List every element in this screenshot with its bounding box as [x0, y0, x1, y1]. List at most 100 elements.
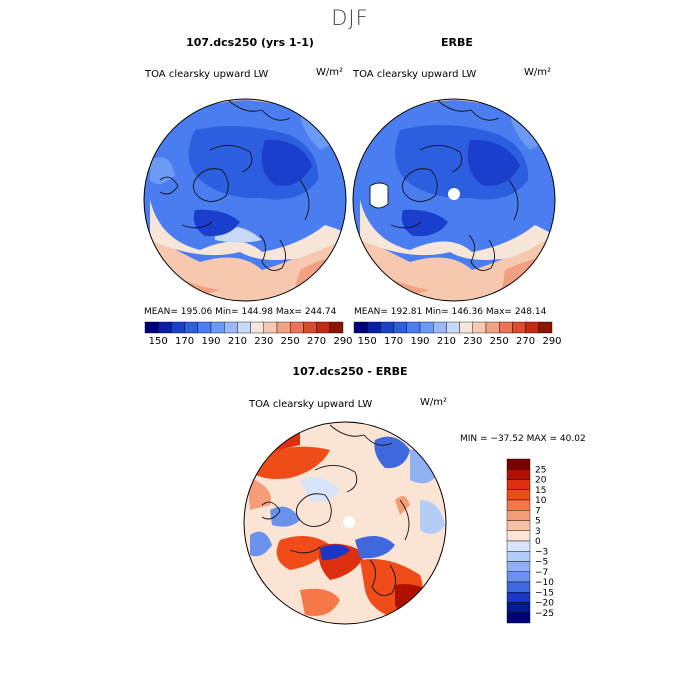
diff-colorbar-tick-label: −3 — [535, 547, 548, 557]
model-stats: MEAN= 195.06 Min= 144.98 Max= 244.74 — [144, 307, 337, 317]
diff-colorbar-swatch — [506, 551, 531, 562]
model-colorbar-swatch — [237, 321, 251, 334]
diff-colorbar-tick-label: 5 — [535, 517, 541, 527]
obs-colorbar-swatch — [433, 321, 447, 334]
diff-colorbar-swatch — [506, 479, 531, 490]
model-colorbar-swatch — [276, 321, 291, 334]
diff-colorbar-tick-label: 10 — [535, 496, 547, 506]
diff-colorbar-swatch — [506, 510, 531, 521]
model-units-label: W/m² — [316, 67, 344, 78]
obs-colorbar-swatch — [459, 321, 474, 334]
model-colorbar-tick-label: 190 — [201, 336, 220, 347]
model-colorbar-swatch — [157, 321, 172, 334]
diff-colorbar-swatch — [506, 530, 531, 542]
diff-colorbar-swatch — [506, 469, 531, 480]
obs-field-label: TOA clearsky upward LW — [353, 69, 477, 80]
diff-colorbar-tick-label: 3 — [535, 527, 541, 537]
diff-colorbar-tick-label: 0 — [535, 537, 541, 547]
obs-units-label: W/m² — [524, 67, 552, 78]
model-panel-title: 107.dcs250 (yrs 1-1) — [186, 36, 314, 49]
model-colorbar-tick-label: 250 — [281, 336, 300, 347]
obs-colorbar-tick-label: 210 — [437, 336, 456, 347]
model-colorbar-swatch — [144, 321, 159, 334]
model-colorbar-swatch — [210, 321, 225, 334]
diff-colorbar-swatch — [506, 458, 531, 470]
diff-colorbar-tick-label: 25 — [535, 465, 546, 475]
obs-polar-map — [353, 99, 555, 301]
obs-colorbar-swatch — [485, 321, 500, 334]
diff-colorbar-tick-label: 20 — [535, 476, 547, 486]
model-colorbar-swatch — [263, 321, 278, 334]
obs-colorbar-tick-label: 250 — [490, 336, 509, 347]
diff-field-label: TOA clearsky upward LW — [249, 399, 373, 410]
diff-panel-title: 107.dcs250 - ERBE — [292, 365, 408, 378]
obs-colorbar-tick-label: 230 — [463, 336, 482, 347]
model-polar-map — [144, 99, 346, 301]
diff-colorbar-tick-label: 15 — [535, 486, 546, 496]
diff-map-border — [243, 421, 447, 625]
model-colorbar-tick-label: 290 — [333, 336, 352, 347]
obs-panel-title: ERBE — [441, 36, 473, 49]
diff-colorbar-swatch — [506, 571, 531, 583]
obs-colorbar-tick-label: 170 — [384, 336, 403, 347]
obs-colorbar-swatch — [538, 321, 553, 334]
diff-colorbar-swatch — [506, 499, 531, 511]
diff-colorbar-tick-label: −10 — [535, 578, 554, 588]
diff-colorbar-swatch — [506, 581, 531, 593]
obs-colorbar-swatch — [472, 321, 487, 334]
model-colorbar-swatch — [223, 321, 238, 334]
obs-colorbar-tick-label: 290 — [542, 336, 561, 347]
obs-colorbar-swatch — [393, 321, 408, 334]
model-colorbar-tick-label: 230 — [254, 336, 273, 347]
obs-colorbar-swatch — [406, 321, 421, 334]
model-colorbar-swatch — [303, 321, 317, 334]
model-colorbar-tick-label: 210 — [228, 336, 247, 347]
diff-colorbar-tick-label: −25 — [535, 609, 554, 619]
diff-colorbar-swatch — [506, 612, 531, 624]
model-colorbar: 150 170 190 210 230 250 270 290 — [144, 321, 353, 347]
obs-colorbar-swatch — [380, 321, 394, 334]
model-colorbar-swatch — [197, 321, 212, 334]
model-colorbar-tick-label: 270 — [307, 336, 326, 347]
season-title: DJF — [331, 6, 369, 30]
diff-colorbar-tick-label: 7 — [535, 506, 541, 516]
model-map-border — [143, 98, 347, 302]
obs-colorbar-swatch — [353, 321, 368, 334]
diff-colorbar-swatch — [506, 592, 531, 603]
obs-colorbar-tick-label: 190 — [410, 336, 429, 347]
obs-colorbar-swatch — [419, 321, 434, 334]
diff-polar-map — [244, 422, 446, 624]
model-colorbar-tick-label: 170 — [175, 336, 194, 347]
diff-colorbar-swatch — [506, 540, 531, 552]
obs-colorbar: 150 170 190 210 230 250 270 290 — [353, 321, 562, 347]
diff-colorbar-swatch — [506, 602, 531, 613]
model-colorbar-swatch — [316, 321, 331, 334]
obs-colorbar-swatch — [446, 321, 460, 334]
diff-colorbar-tick-label: −7 — [535, 568, 548, 578]
diff-colorbar-swatch — [506, 489, 531, 501]
obs-colorbar-swatch — [525, 321, 539, 334]
diff-stats: MIN = −37.52 MAX = 40.02 — [460, 434, 586, 444]
model-colorbar-tick-label: 150 — [149, 336, 168, 347]
obs-colorbar-swatch — [499, 321, 513, 334]
model-colorbar-swatch — [171, 321, 185, 334]
model-colorbar-swatch — [184, 321, 199, 334]
model-colorbar-swatch — [329, 321, 344, 334]
diff-colorbar-tick-label: −5 — [535, 558, 548, 568]
model-field-label: TOA clearsky upward LW — [145, 69, 269, 80]
obs-colorbar-swatch — [512, 321, 526, 334]
obs-stats: MEAN= 192.81 Min= 146.36 Max= 248.14 — [354, 307, 547, 317]
diff-colorbar-swatch — [506, 520, 531, 531]
obs-colorbar-tick-label: 270 — [516, 336, 535, 347]
model-colorbar-swatch — [290, 321, 304, 334]
diff-colorbar-tick-label: −15 — [535, 588, 554, 598]
obs-colorbar-swatch — [367, 321, 381, 334]
model-colorbar-swatch — [250, 321, 265, 334]
diff-colorbar-tick-label: −20 — [535, 599, 554, 609]
diff-colorbar-swatch — [506, 561, 531, 572]
diff-units-label: W/m² — [420, 397, 448, 408]
obs-map-border — [352, 98, 556, 302]
obs-colorbar-tick-label: 150 — [358, 336, 377, 347]
